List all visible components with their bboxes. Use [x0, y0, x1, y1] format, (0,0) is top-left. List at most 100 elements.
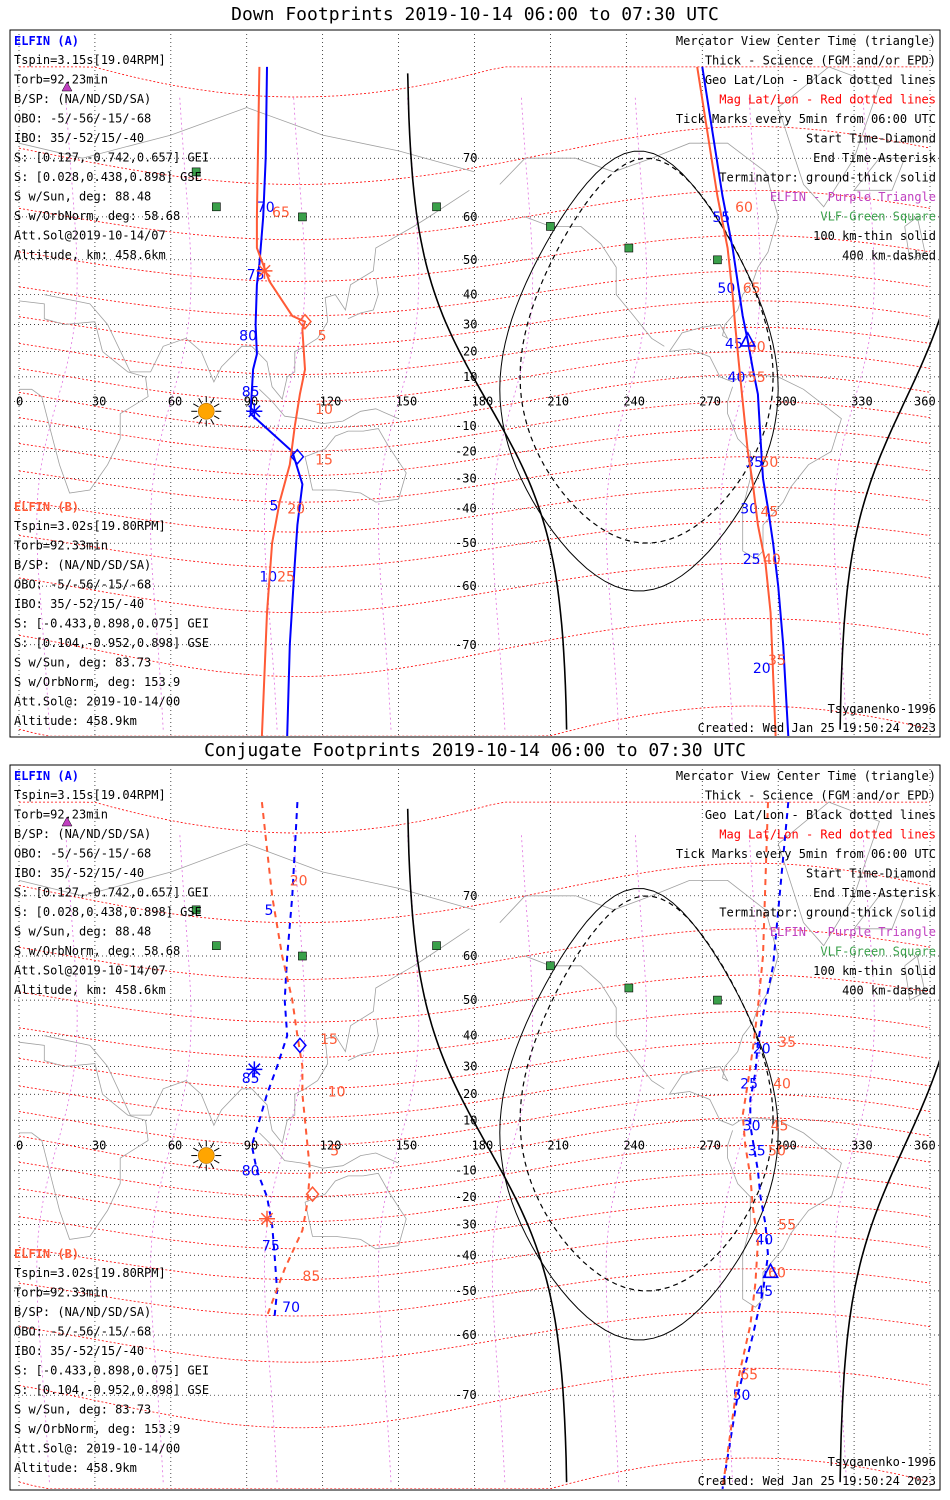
track-time-label: 5: [330, 1144, 339, 1160]
mag-meridian-line: [719, 96, 761, 730]
mag-latitude-line: [18, 1233, 931, 1280]
lon-tick-label: 330: [851, 395, 873, 409]
track-time-label: 20: [753, 661, 771, 677]
legend-line: VLF-Green Square: [820, 210, 936, 224]
elfin-b-info-line: S w/OrbNorm, deg: 153.9: [14, 1422, 180, 1436]
lat-tick-label: -40: [455, 501, 477, 515]
legend-line: VLF-Green Square: [820, 945, 936, 959]
mag-latitude-line: [18, 1041, 931, 1090]
sun-ray: [213, 415, 220, 420]
track-time-label: 5: [264, 903, 273, 919]
elfin-a-info-line: Att.Sol@2019-10-14/07: [14, 229, 166, 243]
lat-tick-label: 50: [463, 993, 477, 1007]
lat-tick-label: -50: [455, 536, 477, 550]
end-time-asterisk: [246, 1061, 263, 1078]
legend-line: Terminator: ground-thick solid: [719, 171, 936, 185]
vlf-square: [713, 995, 722, 1005]
lon-tick-label: 360: [914, 1139, 936, 1153]
mag-latitude-line: [18, 974, 931, 1023]
lon-tick-label: 300: [775, 1139, 797, 1153]
track-time-label: 85: [242, 385, 260, 401]
lat-tick-label: 20: [463, 1087, 477, 1101]
vlf-square: [546, 961, 555, 971]
elfin-b-info-line: Altitude: 458.9km: [14, 1461, 137, 1475]
sun-ray: [198, 1142, 203, 1149]
elfin-a-info-line: OBO: -5/-56/-15/-68: [14, 847, 151, 861]
track-time-label: 15: [320, 1032, 338, 1048]
track-time-label: 35: [748, 1144, 766, 1160]
map-layer: 0 30 60 90 120 150 180 210 240 270 300 330 360706050…: [11, 31, 939, 736]
lat-tick-label: 70: [463, 151, 477, 165]
asterisk-stroke: [248, 405, 261, 418]
legend-line: End Time-Asterisk: [813, 886, 937, 900]
elfin-b-info-line: S: [0.104,-0.952,0.898] GSE: [14, 1383, 209, 1397]
mag-meridian-line: [264, 96, 306, 730]
track-time-label: 60: [748, 339, 766, 355]
start-time-diamond: [297, 313, 312, 330]
sun-ray: [210, 418, 215, 425]
sun-ray: [213, 1147, 220, 1152]
end-time-asterisk: [256, 262, 273, 279]
elfin-a-info-line: Tspin=3.15s[19.04RPM]: [14, 788, 166, 802]
track-elfin-a: [721, 802, 790, 1489]
coastline: [347, 1018, 379, 1061]
lat-tick-label: -40: [455, 1248, 477, 1262]
lon-tick-label: 30: [92, 1139, 106, 1153]
lon-tick-label: 0: [16, 395, 23, 409]
sun-icon: [191, 1140, 222, 1171]
mag-latitude-line: [18, 1367, 931, 1429]
elfin-a-info-line: S: [0.028,0.438,0.898] GSE: [14, 170, 202, 184]
elfin-b-info-line: Tspin=3.02s[19.80RPM]: [14, 1266, 166, 1280]
legend-line: Geo Lat/Lon - Black dotted lines: [705, 73, 936, 87]
track-elfin-b: [721, 802, 769, 1489]
lat-tick-label: 30: [463, 1059, 477, 1073]
sun-ray: [198, 398, 203, 404]
track-time-label: 75: [262, 1239, 280, 1255]
panel-title-down: Down Footprints 2019-10-14 06:00 to 07:3…: [231, 4, 719, 25]
track-time-label: 80: [242, 1164, 260, 1180]
mag-latitude-line: [18, 326, 931, 375]
track-time-label: 45: [755, 1284, 773, 1300]
elfin-a-label: ELFIN (A): [14, 34, 79, 48]
lon-tick-label: 270: [699, 395, 721, 409]
elfin-a-info-line: S w/OrbNorm, deg: 58.68: [14, 944, 180, 958]
coastline: [347, 277, 379, 320]
track-time-label: 20: [290, 873, 308, 889]
elfin-purple-triangle: [61, 816, 73, 827]
start-time-diamond: [292, 1037, 307, 1054]
lat-tick-label: 40: [463, 1029, 477, 1043]
elfin-b-info-line: IBO: 35/-52/15/-40: [14, 597, 144, 611]
coastline: [853, 895, 906, 930]
lat-tick-label: 70: [463, 889, 477, 903]
track-elfin-a: [701, 66, 790, 736]
lat-tick-label: -30: [455, 471, 477, 485]
legend-line: Tick Marks every 5min from 06:00 UTC: [676, 847, 936, 861]
legend-line: 400 km-dashed: [842, 984, 936, 998]
vlf-square: [432, 202, 441, 212]
lat-tick-label: -20: [455, 1190, 477, 1204]
track-time-label: 20: [753, 1041, 771, 1057]
track-time-label: 30: [743, 1118, 761, 1134]
mag-meridian-line: [719, 832, 761, 1483]
legend-line: 400 km-dashed: [842, 249, 936, 263]
mag-meridian-line: [264, 832, 306, 1483]
legend-line: Mag Lat/Lon - Red dotted lines: [719, 828, 936, 842]
elfin-purple-triangle: [61, 81, 73, 92]
lon-tick-label: 120: [320, 1139, 342, 1153]
vlf-square: [624, 983, 634, 993]
elfin-a-info-line: B/SP: (NA/ND/SD/SA): [14, 92, 151, 106]
vlf-square: [298, 951, 307, 961]
elfin-a-info-line: Att.Sol@2019-10-14/07: [14, 964, 166, 978]
sun-ray: [213, 403, 220, 408]
track-time-label: 10: [328, 1085, 346, 1101]
elfin-b-info-line: S w/Sun, deg: 83.73: [14, 655, 151, 669]
mag-latitude-line: [18, 1093, 931, 1146]
elfin-b-info-line: S w/OrbNorm, deg: 153.9: [14, 675, 180, 689]
elfin-a-info-line: IBO: 35/-52/15/-40: [14, 131, 144, 145]
lon-tick-label: 0: [16, 1139, 23, 1153]
sun-ray: [193, 1159, 199, 1164]
panel-title-conjugate: Conjugate Footprints 2019-10-14 06:00 to…: [204, 740, 746, 761]
elfin-b-info-line: Att.Sol@: 2019-10-14/00: [14, 1442, 180, 1456]
elfin-a-info-line: Torb=92.23min: [14, 73, 108, 87]
vlf-square: [191, 167, 201, 177]
